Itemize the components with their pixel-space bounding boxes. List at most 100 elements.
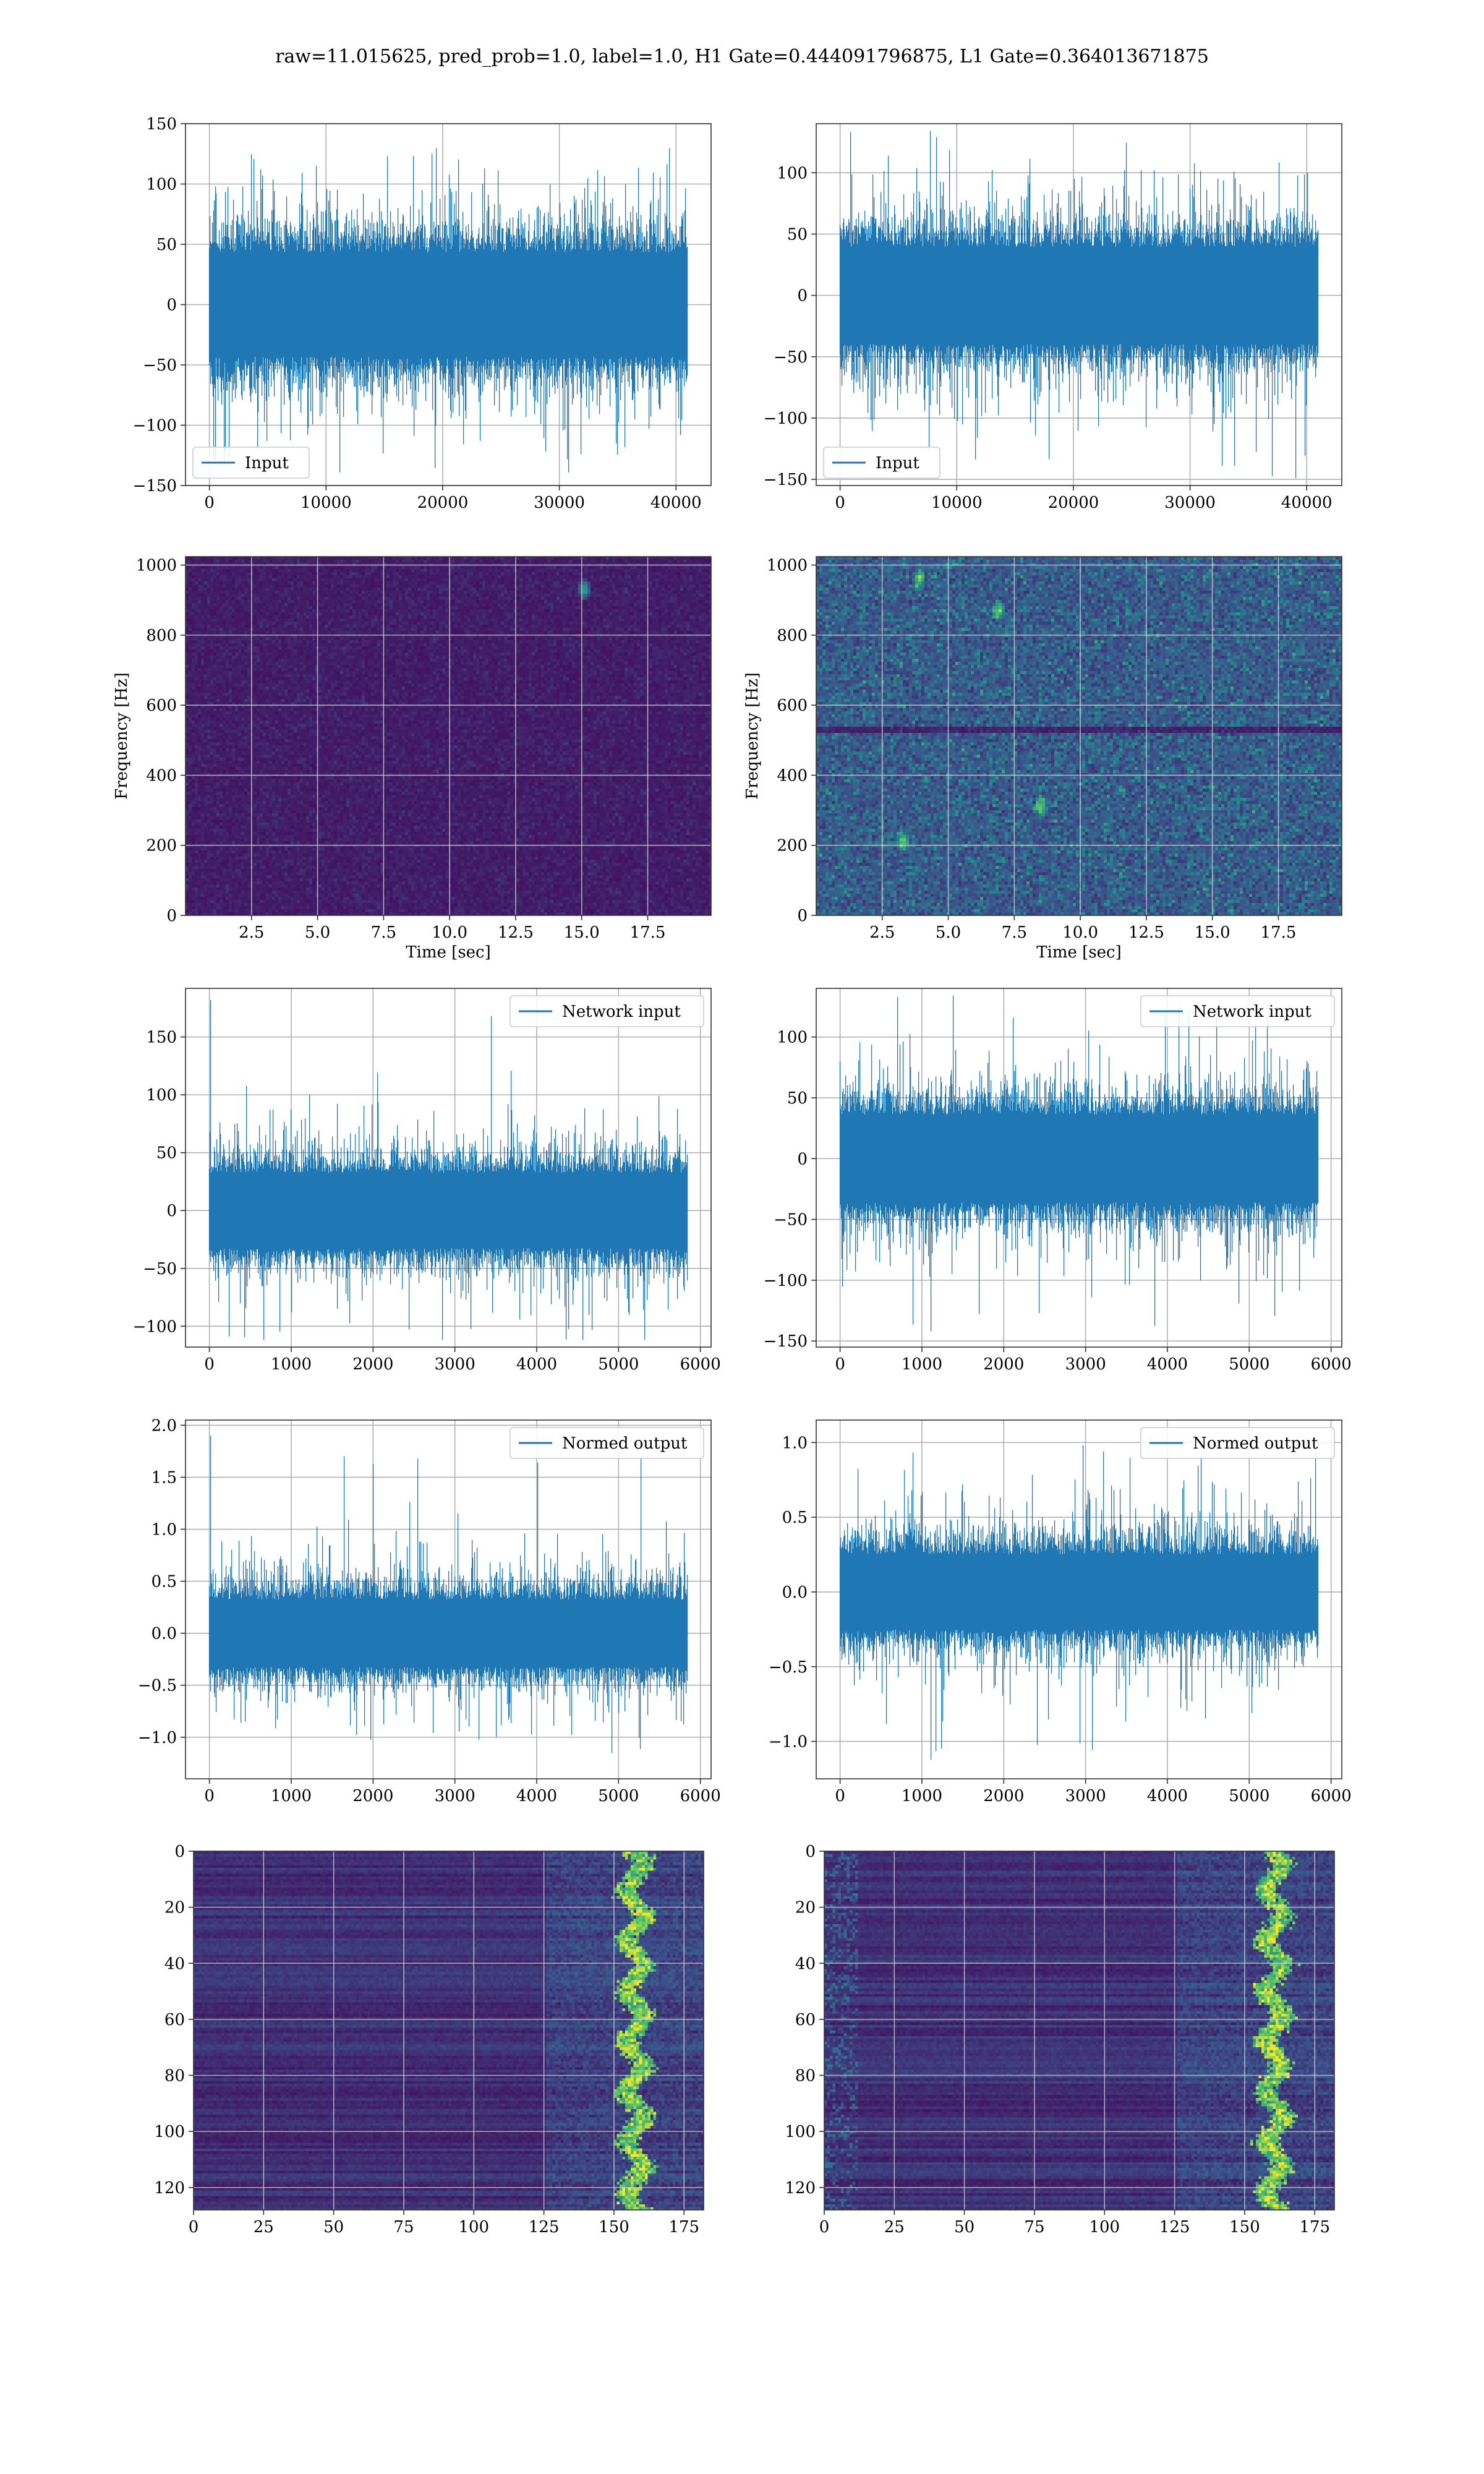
axes-frame: [185, 988, 712, 1348]
x-tick-label: 4000: [1147, 1787, 1188, 1805]
y-tick-label: 1000: [136, 557, 177, 575]
x-tick-label: 15.0: [1195, 923, 1230, 942]
x-tick-label: 5000: [1229, 1787, 1269, 1805]
x-tick-label: 5.0: [305, 923, 330, 942]
y-tick-label: 0.0: [782, 1583, 808, 1602]
x-tick-label: 6000: [680, 1787, 721, 1805]
y-tick-label: 150: [146, 1029, 177, 1047]
y-tick-label: −150: [764, 1332, 808, 1351]
y-tick-label: 200: [146, 837, 177, 855]
x-tick-label: 10000: [931, 494, 983, 512]
legend-box: [510, 1427, 704, 1459]
legend-box: [510, 995, 704, 1027]
legend-label: Input: [876, 454, 919, 473]
y-tick-label: −100: [133, 417, 177, 435]
x-tick-label: 25: [884, 2218, 905, 2236]
y-tick-label: 100: [777, 1029, 808, 1047]
chart-input_l1: 0 10000 20000 30000 40000 −150 −100 −50 0 50 100 In…: [764, 123, 1342, 512]
x-tick-label: 30000: [1164, 494, 1216, 512]
x-tick-label: 100: [458, 2218, 489, 2236]
x-tick-label: 0: [204, 1787, 215, 1805]
heatmap-image: [824, 1851, 1334, 2210]
axes-frame: [193, 1851, 704, 2211]
x-tick-label: 4000: [1147, 1355, 1188, 1374]
x-tick-label: 100: [1089, 2218, 1120, 2236]
y-tick-label: 600: [777, 696, 808, 715]
x-tick-label: 17.5: [1261, 923, 1297, 942]
x-tick-label: 1000: [902, 1787, 942, 1805]
chart-norm_l1: 0 1000 2000 3000 4000 5000 6000 −1.0 −0.5 0.0 0.5 1…: [769, 1419, 1352, 1805]
y-tick-label: 1.0: [782, 1434, 808, 1452]
x-tick-label: 1000: [902, 1355, 942, 1374]
y-tick-label: 50: [787, 1089, 808, 1108]
axes-frame: [816, 123, 1342, 486]
y-tick-label: 60: [795, 2011, 816, 2029]
x-tick-label: 2000: [983, 1787, 1024, 1805]
x-tick-label: 0: [189, 2218, 199, 2236]
legend-label: Input: [245, 454, 289, 473]
x-tick-label: 5000: [1229, 1355, 1269, 1374]
heatmap-image: [186, 557, 711, 915]
x-tick-label: 20000: [1048, 494, 1099, 512]
y-tick-label: 1.5: [151, 1468, 177, 1487]
y-tick-label: −50: [774, 1211, 808, 1230]
legend-label: Network input: [1193, 1003, 1311, 1021]
x-tick-label: 12.5: [1128, 923, 1164, 942]
y-tick-label: −0.5: [769, 1658, 808, 1677]
grid: [824, 1851, 1334, 2210]
grid: [186, 557, 711, 915]
legend-label: Normed output: [562, 1434, 688, 1453]
legend: Network input: [1140, 995, 1335, 1027]
x-tick-label: 0: [204, 494, 215, 512]
y-tick-label: 100: [785, 2123, 816, 2141]
legend-box: [192, 447, 310, 479]
x-tick-label: 3000: [435, 1787, 475, 1805]
y-tick-label: 60: [164, 2011, 185, 2029]
x-tick-label: 2000: [983, 1355, 1024, 1374]
x-tick-label: 4000: [516, 1355, 557, 1374]
y-tick-label: 0: [174, 1843, 185, 1861]
y-tick-label: −100: [133, 1317, 177, 1336]
x-tick-label: 125: [1159, 2218, 1190, 2236]
chart-spec_h1: 2.5 5.0 7.5 10.0 12.5 15.0 17.5 0 200 400 600 800 10…: [113, 556, 712, 962]
x-tick-label: 75: [393, 2218, 414, 2236]
x-tick-label: 0: [819, 2218, 830, 2236]
x-tick-label: 7.5: [371, 923, 396, 942]
y-tick-label: 0: [797, 1150, 808, 1168]
x-tick-label: 17.5: [630, 923, 666, 942]
axes-frame: [816, 556, 1342, 916]
y-tick-label: 50: [787, 225, 808, 244]
x-tick-label: 75: [1024, 2218, 1044, 2236]
chart-feat_h1: 0 25 50 75 100 125 150 175 0 20 40 60 80 100 120: [154, 1843, 704, 2236]
x-tick-label: 10000: [301, 494, 352, 512]
y-tick-label: 150: [146, 115, 177, 134]
axes-frame: [816, 988, 1342, 1348]
y-axis-label: Frequency [Hz]: [113, 672, 131, 800]
series-line: [208, 148, 688, 473]
axes-frame: [816, 1419, 1342, 1779]
legend-label: Normed output: [1193, 1434, 1318, 1453]
y-tick-label: 50: [156, 1144, 177, 1163]
series-line: [839, 131, 1319, 479]
y-tick-label: −50: [143, 356, 177, 375]
chart-norm_h1: 0 1000 2000 3000 4000 5000 6000 −1.0 −0.5 0.0 0.5 1…: [138, 1416, 721, 1805]
series-line: [839, 995, 1319, 1332]
grid: [816, 557, 1342, 915]
y-tick-label: 1.0: [151, 1521, 177, 1539]
x-tick-label: 50: [323, 2218, 344, 2236]
chart-spec_l1: 2.5 5.0 7.5 10.0 12.5 15.0 17.5 0 200 400 600 800 10…: [743, 556, 1342, 962]
y-tick-label: 0.5: [782, 1509, 808, 1527]
legend-label: Network input: [562, 1003, 681, 1021]
x-tick-label: 2.5: [869, 923, 895, 942]
y-tick-label: −150: [133, 477, 177, 495]
y-tick-label: 100: [146, 176, 177, 194]
y-tick-label: 0: [166, 296, 177, 315]
x-tick-label: 5.0: [936, 923, 961, 942]
series-line: [208, 999, 688, 1340]
chart-net_h1: 0 1000 2000 3000 4000 5000 6000 −100 −50 0 50 100 15…: [133, 988, 721, 1374]
y-tick-label: 800: [777, 627, 808, 645]
legend-box: [1140, 1427, 1335, 1459]
y-tick-label: 20: [795, 1899, 816, 1917]
y-tick-label: 0: [166, 907, 177, 925]
legend-box: [1140, 995, 1335, 1027]
